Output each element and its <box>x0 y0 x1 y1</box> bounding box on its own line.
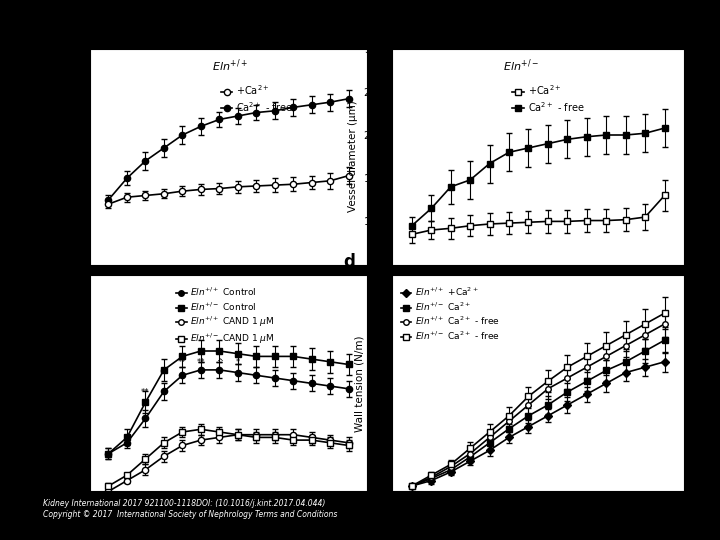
X-axis label: Intraluminal pressure (mm Hg): Intraluminal pressure (mm Hg) <box>458 289 618 299</box>
Y-axis label: % Myogenic tone: % Myogenic tone <box>53 339 63 428</box>
X-axis label: Intraluminal pressure (mm Hg): Intraluminal pressure (mm Hg) <box>148 516 309 526</box>
Legend: +Ca$^{2+}$, Ca$^{2+}$ - free: +Ca$^{2+}$, Ca$^{2+}$ - free <box>508 79 588 118</box>
Text: **: ** <box>141 388 150 397</box>
Legend: $Eln^{+/+}$ +Ca$^{2+}$, $Eln^{+/-}$ Ca$^{2+}$, $Eln^{+/+}$ Ca$^{2+}$ - free, $El: $Eln^{+/+}$ +Ca$^{2+}$, $Eln^{+/-}$ Ca$^… <box>397 282 503 346</box>
Text: ^: ^ <box>216 358 223 367</box>
Legend: $Eln^{+/+}$ Control, $Eln^{+/-}$ Control, $Eln^{+/+}$ CAND 1 $\mu$M, $Eln^{+/-}$: $Eln^{+/+}$ Control, $Eln^{+/-}$ Control… <box>172 282 279 350</box>
Text: a: a <box>35 26 45 44</box>
Text: Copyright © 2017  International Society of Nephrology Terms and Conditions: Copyright © 2017 International Society o… <box>43 510 338 519</box>
Text: $Eln^{+/+}$: $Eln^{+/+}$ <box>212 57 248 74</box>
Text: d: d <box>343 253 355 271</box>
Y-axis label: Wall tension (N/m): Wall tension (N/m) <box>354 335 364 431</box>
Text: Figure 4: Figure 4 <box>329 10 391 25</box>
X-axis label: Intraluminal pressure (mm Hg): Intraluminal pressure (mm Hg) <box>458 516 618 526</box>
Text: **: ** <box>160 369 168 378</box>
Text: c: c <box>35 253 45 271</box>
X-axis label: Intraluminal pressure (mm Hg): Intraluminal pressure (mm Hg) <box>148 289 309 299</box>
Y-axis label: Vessel diameter (μm): Vessel diameter (μm) <box>348 101 358 212</box>
Text: **: ** <box>197 358 205 367</box>
Text: b: b <box>343 26 355 44</box>
Text: $Eln^{+/-}$: $Eln^{+/-}$ <box>503 57 539 74</box>
Text: **: ** <box>178 358 186 367</box>
Y-axis label: Vessel diameter (μm): Vessel diameter (μm) <box>45 101 55 212</box>
Legend: +Ca$^{2+}$, Ca$^{2+}$ - free: +Ca$^{2+}$, Ca$^{2+}$ - free <box>217 79 297 118</box>
Text: *: * <box>235 358 240 367</box>
Text: Kidney International 2017 921100-1118DOI: (10.1016/j.kint.2017.04.044): Kidney International 2017 921100-1118DOI… <box>43 500 325 509</box>
